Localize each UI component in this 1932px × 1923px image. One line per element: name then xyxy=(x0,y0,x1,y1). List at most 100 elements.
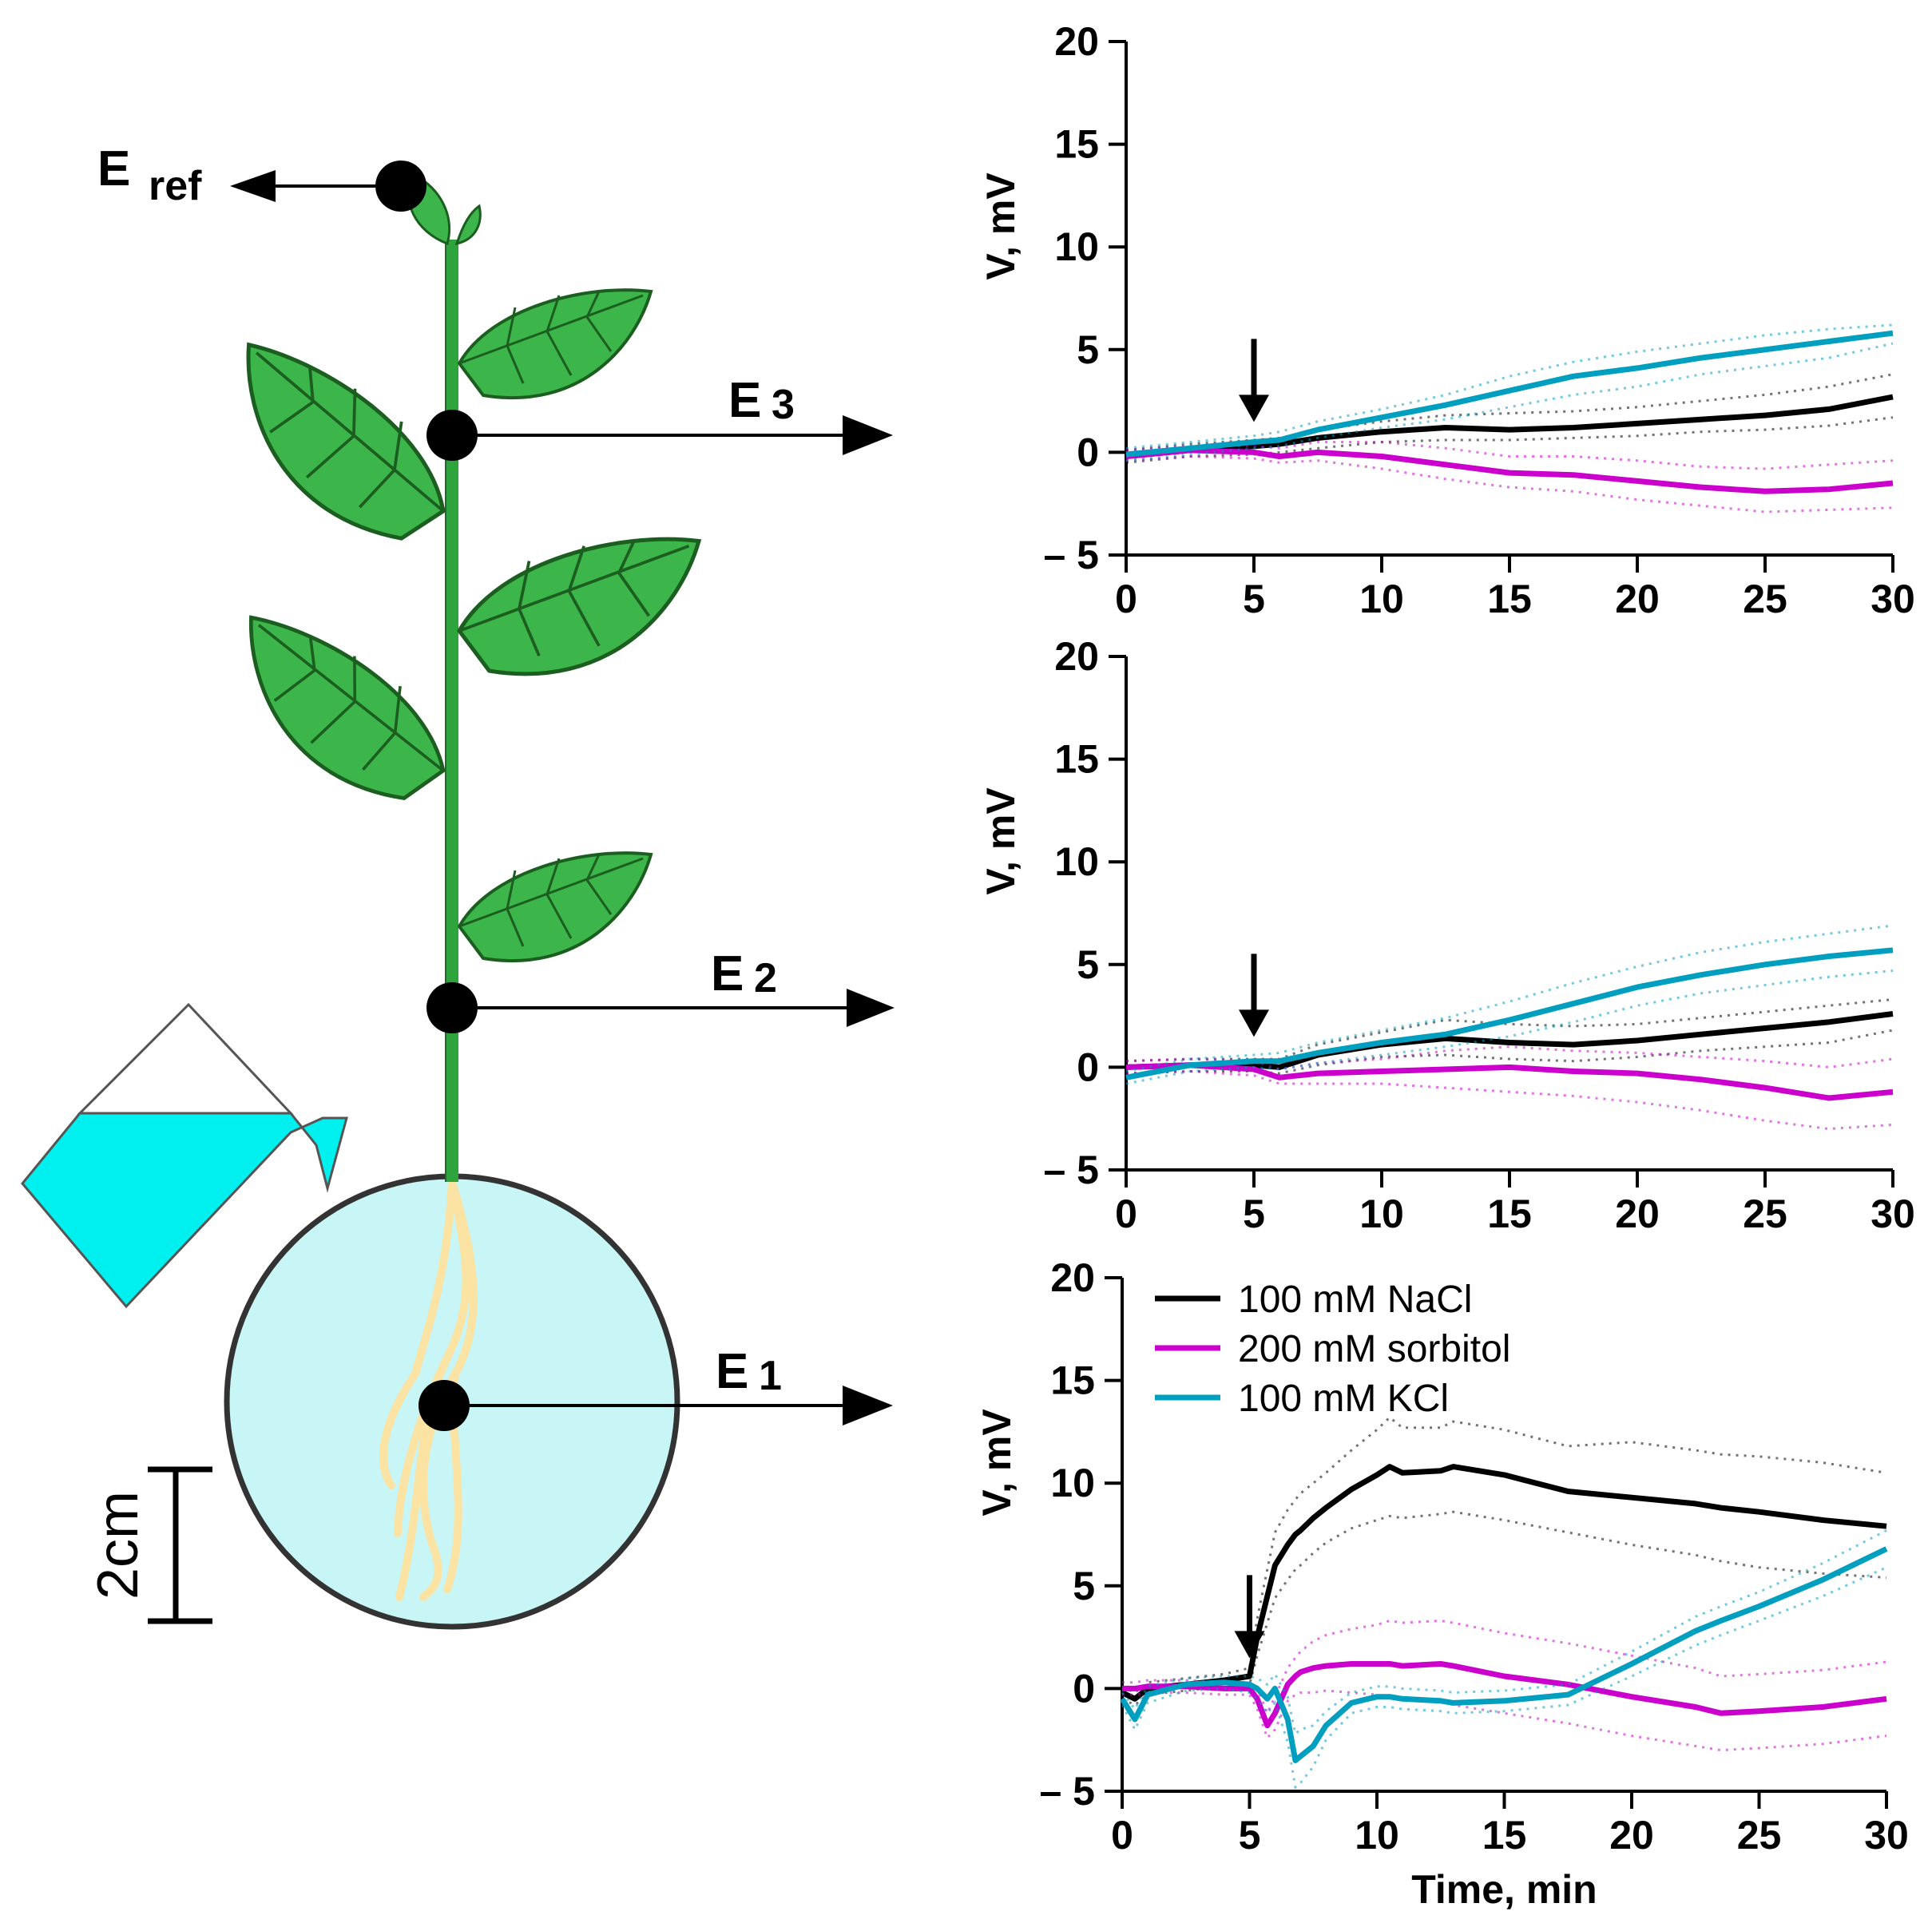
x-tick-label: 20 xyxy=(1615,577,1660,621)
x-tick-label: 15 xyxy=(1482,1813,1527,1858)
x-tick-label: 20 xyxy=(1615,1191,1660,1236)
electrode-e3-sub: 3 xyxy=(772,382,795,428)
leaf-icon xyxy=(458,851,653,963)
y-tick-label: 0 xyxy=(1077,1045,1099,1089)
chart-panel-e1: – 5 0 5 10 15 20 0 5 10 15 20 25 30 V, mV Time, min xyxy=(974,1255,1909,1912)
legend-item: 100 mM KCl xyxy=(1155,1378,1449,1420)
electrode-e3-label: E xyxy=(728,373,761,428)
y-tick-label: 10 xyxy=(1054,839,1099,884)
electrode-e1-label: E xyxy=(716,1344,748,1399)
y-tick-label: 15 xyxy=(1054,122,1099,167)
series-upper-bound xyxy=(1125,998,1894,1063)
series-upper-bound xyxy=(1121,1415,1887,1695)
x-tick-label: 5 xyxy=(1243,1191,1265,1236)
y-tick-label: 0 xyxy=(1077,430,1099,474)
chart-panel-e2: – 5 0 5 10 15 20 0 5 10 15 20 25 30 V, mV xyxy=(978,634,1915,1236)
series-upper-bound xyxy=(1125,441,1894,470)
x-tick-label: 30 xyxy=(1864,1813,1909,1858)
scale-bar-label: 2cm xyxy=(86,1491,150,1600)
x-tick-label: 5 xyxy=(1243,577,1265,621)
x-tick-label: 25 xyxy=(1737,1813,1782,1858)
bud-icon xyxy=(454,204,482,246)
leaf-icon xyxy=(212,616,470,810)
stimulus-arrow-head xyxy=(1234,1631,1265,1659)
series-lower-bound xyxy=(1125,454,1894,513)
x-tick-label: 30 xyxy=(1871,577,1915,621)
x-tick-label: 0 xyxy=(1115,577,1137,621)
legend-label: 100 mM NaCl xyxy=(1238,1279,1472,1321)
series-lower-bound xyxy=(1125,1029,1894,1075)
series-line xyxy=(1125,330,1894,458)
x-tick-label: 10 xyxy=(1359,577,1404,621)
electrode-ref: E ref xyxy=(97,141,426,212)
y-tick-label: 20 xyxy=(1054,19,1099,64)
scale-bar: 2cm xyxy=(86,1466,212,1624)
series-line xyxy=(1125,447,1894,494)
x-axis-title: Time, min xyxy=(1411,1867,1597,1912)
electrode-e1-sub: 1 xyxy=(759,1353,782,1399)
electrode-ref-sub: ref xyxy=(149,163,202,209)
x-tick-label: 0 xyxy=(1115,1191,1137,1236)
series-upper-bound xyxy=(1125,1045,1894,1071)
y-axis-title: V, mV xyxy=(978,172,1023,280)
legend-label: 200 mM sorbitol xyxy=(1238,1328,1510,1370)
x-tick-label: 20 xyxy=(1609,1813,1654,1858)
series-upper-bound xyxy=(1125,323,1894,450)
legend-item: 200 mM sorbitol xyxy=(1155,1328,1510,1370)
x-tick-label: 10 xyxy=(1355,1813,1399,1858)
plant-diagram: E ref E 3 E 2 E 1 xyxy=(21,141,895,1630)
x-tick-label: 10 xyxy=(1359,1191,1404,1236)
series-line xyxy=(1125,947,1894,1080)
y-tick-label: 5 xyxy=(1073,1564,1095,1608)
y-tick-label: 10 xyxy=(1054,224,1099,269)
legend: 100 mM NaCl 200 mM sorbitol 100 mM KCl xyxy=(1155,1279,1510,1420)
y-tick-label: 5 xyxy=(1077,942,1099,987)
electrode-e2-sub: 2 xyxy=(754,955,777,1001)
electrode-e1: E 1 xyxy=(419,1344,893,1431)
y-tick-label: 0 xyxy=(1073,1666,1095,1711)
y-tick-label: – 5 xyxy=(1039,1769,1095,1814)
electrode-e3: E 3 xyxy=(426,373,893,461)
chart-panel-e3: – 5 0 5 10 15 20 0 5 10 15 20 25 30 V, mV xyxy=(978,19,1915,621)
y-tick-label: – 5 xyxy=(1043,533,1099,577)
series-line xyxy=(1120,1546,1888,1763)
x-tick-label: 25 xyxy=(1743,1191,1787,1236)
y-tick-label: – 5 xyxy=(1043,1148,1099,1192)
leaf-icon xyxy=(459,539,699,674)
series-upper-bound xyxy=(1122,1619,1887,1717)
beaker-icon xyxy=(21,1002,348,1309)
y-tick-label: 20 xyxy=(1050,1255,1095,1300)
series-line xyxy=(1121,1464,1887,1702)
x-tick-label: 5 xyxy=(1239,1813,1261,1858)
electrode-ref-label: E xyxy=(97,141,130,196)
series-upper-bound xyxy=(1125,373,1894,452)
y-tick-label: 15 xyxy=(1054,737,1099,782)
x-tick-label: 0 xyxy=(1111,1813,1133,1858)
stimulus-arrow-head xyxy=(1239,1009,1269,1037)
y-tick-label: 15 xyxy=(1050,1358,1095,1403)
series-upper-bound xyxy=(1121,1529,1887,1736)
series-line xyxy=(1125,1011,1894,1070)
series-lower-bound xyxy=(1122,1689,1887,1752)
series-line xyxy=(1125,394,1894,459)
series-lower-bound xyxy=(1125,1069,1894,1131)
y-tick-label: 5 xyxy=(1077,327,1099,372)
leaf-icon xyxy=(458,288,653,400)
y-axis-title: V, mV xyxy=(974,1409,1019,1517)
series-upper-bound xyxy=(1125,924,1894,1073)
x-tick-label: 25 xyxy=(1743,577,1787,621)
series-line xyxy=(1125,1062,1894,1101)
legend-item: 100 mM NaCl xyxy=(1155,1279,1472,1321)
y-tick-label: 20 xyxy=(1054,634,1099,679)
stimulus-arrow-head xyxy=(1239,395,1269,422)
y-axis-title: V, mV xyxy=(978,787,1023,895)
y-tick-label: 10 xyxy=(1050,1461,1095,1505)
x-tick-label: 15 xyxy=(1487,1191,1532,1236)
electrode-e2-label: E xyxy=(711,946,744,1001)
series-line xyxy=(1122,1661,1887,1729)
x-tick-label: 30 xyxy=(1871,1191,1915,1236)
electrode-e2: E 2 xyxy=(426,946,895,1033)
series-lower-bound xyxy=(1125,416,1894,464)
